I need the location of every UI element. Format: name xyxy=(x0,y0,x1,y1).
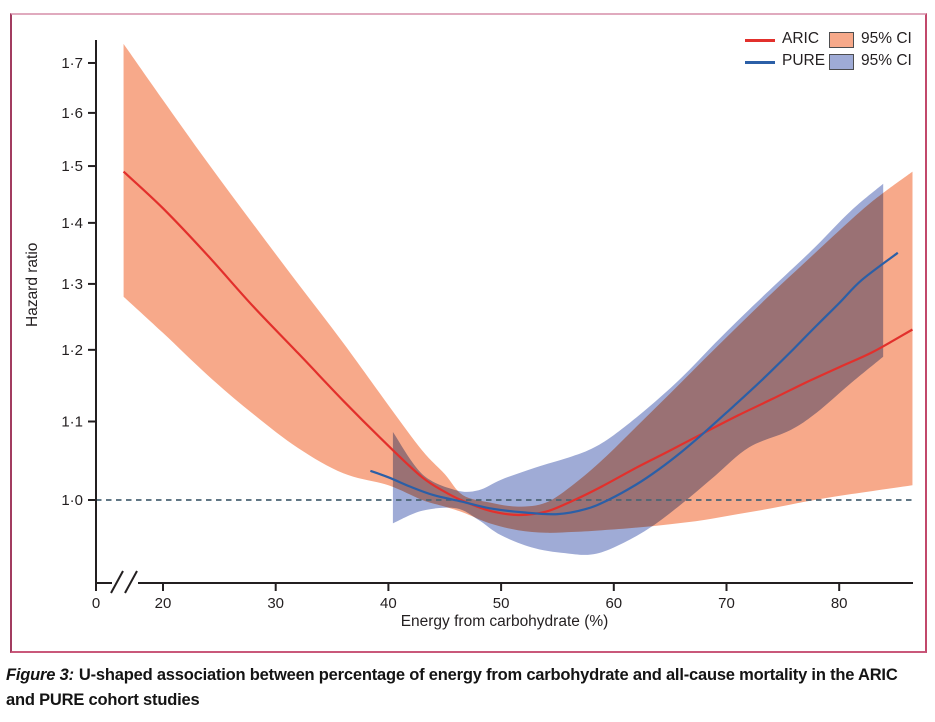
y-tick-label: 1·2 xyxy=(61,342,83,359)
y-axis-title: Hazard ratio xyxy=(24,242,41,328)
x-tick-label: 30 xyxy=(267,595,284,612)
pure-ci-band xyxy=(392,183,884,555)
pure-ci-swatch xyxy=(829,54,854,70)
legend-label-aric: ARIC xyxy=(782,30,820,47)
legend-ci-label-pure: 95% CI xyxy=(861,52,912,69)
x-tick-label: 40 xyxy=(380,595,397,612)
aric-ci-swatch xyxy=(829,32,854,48)
figure-frame xyxy=(10,13,927,653)
legend-row-aric: ARIC 95% CI xyxy=(745,29,925,51)
legend-row-pure: PURE 95% CI xyxy=(745,51,925,73)
y-tick-label: 1·6 xyxy=(61,105,83,122)
legend-label-pure: PURE xyxy=(782,52,826,69)
figure-caption-text: U-shaped association between percentage … xyxy=(6,666,898,709)
y-tick-label: 1·1 xyxy=(61,414,83,431)
figure-caption: Figure 3: U-shaped association between pe… xyxy=(6,663,930,713)
pure-curve xyxy=(370,251,899,516)
y-tick-label: 1·3 xyxy=(61,276,83,293)
x-axis-title: Energy from carbohydrate (%) xyxy=(400,613,609,630)
pure-line-swatch xyxy=(745,61,775,64)
aric-line-swatch xyxy=(745,39,775,42)
legend: ARIC 95% CI PURE 95% CI xyxy=(745,29,925,73)
x-tick-label: 0 xyxy=(92,595,100,612)
figure-caption-number: Figure 3: xyxy=(6,666,74,684)
y-tick-label: 1·4 xyxy=(61,215,83,232)
y-tick-label: 1·0 xyxy=(61,492,83,509)
x-tick-label: 70 xyxy=(718,595,735,612)
axis-break-slash xyxy=(124,570,138,594)
legend-ci-label-aric: 95% CI xyxy=(861,30,912,47)
axis-break-slash xyxy=(110,570,124,594)
aric-curve xyxy=(122,170,914,517)
y-tick-label: 1·5 xyxy=(61,158,83,175)
x-tick-label: 50 xyxy=(493,595,510,612)
x-tick-label: 60 xyxy=(605,595,622,612)
y-tick-label: 1·7 xyxy=(61,55,83,72)
x-tick-label: 20 xyxy=(155,595,172,612)
x-tick-label: 80 xyxy=(831,595,848,612)
